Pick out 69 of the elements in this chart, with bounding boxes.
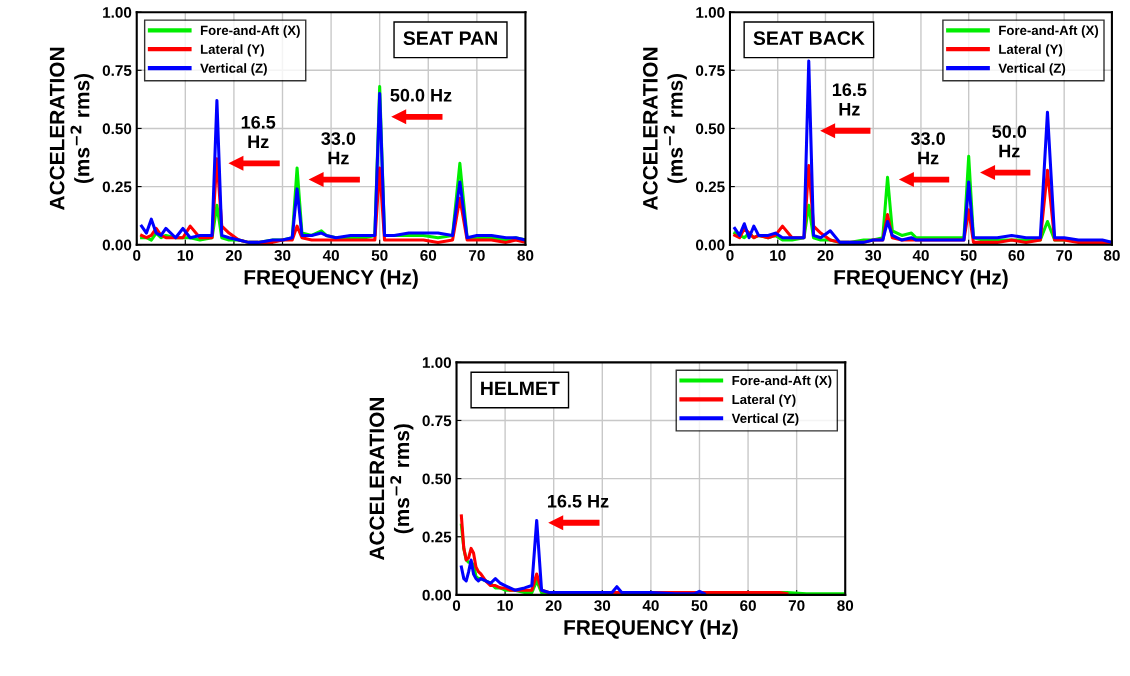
x-tick-label: 20 (817, 249, 834, 261)
x-tick-label: 70 (1056, 249, 1073, 261)
x-tick-label: 30 (274, 249, 291, 261)
legend-label: Vertical (Z) (998, 63, 1066, 76)
annotation: 33.0 Hz (910, 132, 945, 165)
x-tick-label: 0 (726, 249, 734, 261)
x-tick-label: 0 (452, 600, 461, 611)
y-tick-label: 0.75 (695, 65, 725, 76)
text: HELMET (481, 381, 560, 396)
x-tick-label: 50 (960, 249, 977, 261)
line-series (459, 518, 706, 595)
annotation: 33.0 Hz (321, 132, 356, 165)
x-tick-label: 40 (642, 600, 659, 611)
x-tick-label: 10 (770, 249, 786, 261)
x-tick-label: 50 (371, 249, 388, 261)
x-tick-label: 10 (497, 600, 513, 611)
y-tick-label: 1.00 (696, 7, 725, 18)
y-tick-label: 1.00 (103, 7, 132, 18)
text: SEAT BACK (753, 31, 865, 46)
legend-label: Fore-and-Aft (X) (732, 375, 832, 388)
x-tick-label: 70 (788, 600, 805, 611)
annotation: 50.0 Hz (390, 88, 452, 102)
text: SEAT PAN (403, 31, 497, 46)
x-tick-label: 20 (225, 249, 242, 261)
y-axis-title: ACCELERATION (ms$^{−2}$ rms) (49, 47, 94, 210)
annotation: 16.5 Hz (241, 115, 276, 148)
y-tick-label: 0.50 (102, 123, 132, 135)
x-tick-label: 80 (517, 249, 534, 261)
x-tick-label: 60 (420, 249, 437, 261)
y-axis-title: ACCELERATION (ms$^{−2}$ rms) (369, 398, 414, 561)
legend-label: Fore-and-Aft (X) (200, 25, 300, 38)
x-tick-label: 80 (837, 600, 854, 611)
legend-label: Vertical (Z) (200, 63, 267, 76)
y-tick-label: 0.50 (695, 123, 725, 135)
annotation: 50.0 Hz (992, 125, 1027, 158)
x-tick-label: 30 (594, 600, 611, 611)
x-tick-label: 40 (322, 249, 339, 261)
y-tick-label: 0.25 (695, 181, 725, 193)
x-axis-title: FREQUENCY (Hz) (564, 619, 738, 639)
legend-label: Fore-and-Aft (X) (999, 25, 1099, 38)
annotation: 16.5 Hz (832, 83, 867, 116)
x-tick-label: 60 (1008, 249, 1025, 261)
y-tick-label: 0.25 (422, 531, 452, 543)
y-tick-label: 0.00 (695, 239, 725, 251)
x-tick-label: 50 (691, 600, 708, 611)
x-tick-label: 70 (469, 249, 485, 261)
x-tick-label: 40 (912, 249, 929, 261)
legend-label: Lateral (Y) (732, 394, 796, 407)
x-axis-title: FREQUENCY (Hz) (244, 269, 418, 289)
y-axis-title: ACCELERATION (ms$^{−2}$ rms) (642, 47, 687, 210)
y-tick-label: 0.75 (422, 415, 452, 427)
annotation: 16.5 Hz (548, 494, 609, 508)
legend-label: Vertical (Z) (731, 413, 799, 426)
x-tick-label: 20 (545, 600, 562, 611)
legend-label: Lateral (Y) (200, 44, 264, 57)
y-tick-label: 0.00 (102, 239, 132, 251)
x-tick-label: 60 (740, 600, 756, 611)
y-tick-label: 0.75 (102, 65, 132, 76)
y-tick-label: 0.50 (422, 473, 452, 485)
x-tick-label: 0 (133, 249, 141, 261)
line-series (733, 59, 1112, 244)
legend-label: Lateral (Y) (999, 44, 1063, 57)
y-tick-label: 1.00 (422, 357, 452, 369)
x-tick-label: 80 (1103, 249, 1120, 261)
y-tick-label: 0.25 (102, 181, 132, 193)
x-tick-label: 10 (177, 249, 194, 261)
x-axis-title: FREQUENCY (Hz) (834, 269, 1008, 289)
y-tick-label: 0.00 (422, 589, 452, 601)
x-tick-label: 30 (865, 249, 882, 261)
